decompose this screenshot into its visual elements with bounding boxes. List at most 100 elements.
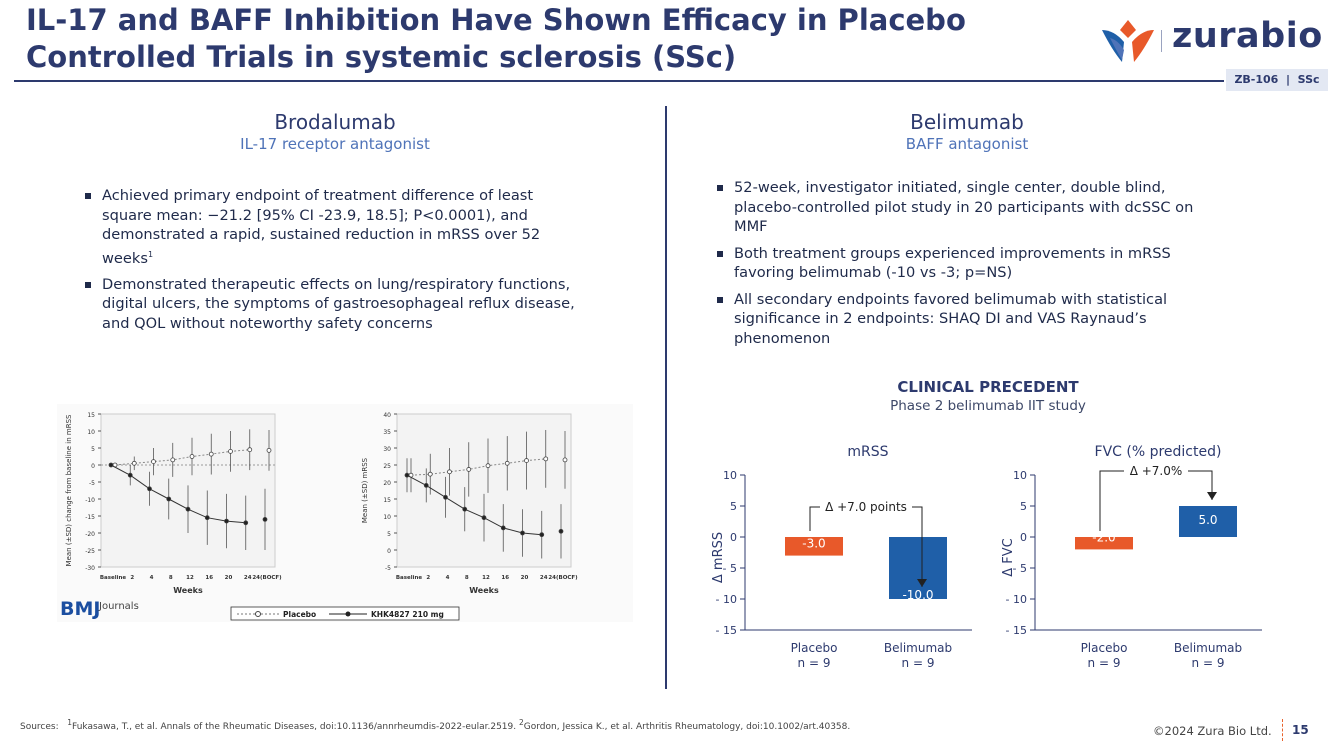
- category-label: Placebo: [791, 641, 838, 655]
- placebo-point: [447, 469, 452, 475]
- drug-point: [127, 472, 133, 478]
- drug-point: [262, 517, 268, 522]
- y-tick-label: 15: [383, 497, 391, 504]
- y-tick-label: -30: [85, 565, 95, 572]
- page-separator: [1282, 719, 1284, 741]
- annotation-arrowhead: [917, 579, 927, 587]
- placebo-point: [247, 447, 253, 453]
- y-tick-label: 5: [91, 446, 95, 453]
- left-drug-moa: IL-17 receptor antagonist: [240, 135, 430, 153]
- placebo-point: [562, 457, 568, 463]
- right-drug-moa: BAFF antagonist: [905, 135, 1029, 153]
- sources-footnote: Sources: 1Fukasawa, T., et al. Annals of…: [20, 718, 851, 732]
- list-item: All secondary endpoints favored belimuma…: [717, 290, 1212, 349]
- placebo-point: [485, 463, 491, 469]
- list-item: Achieved primary endpoint of treatment d…: [85, 186, 575, 268]
- x-tick-label: 8: [465, 575, 469, 581]
- legend-placebo-label: Placebo: [283, 610, 316, 619]
- chart-title: FVC (% predicted): [1095, 444, 1222, 460]
- drug-point: [166, 496, 172, 502]
- y-tick-label: -10: [85, 497, 95, 504]
- y-axis-label: Δ mRSS: [711, 532, 726, 583]
- zurabio-logo-icon: [1102, 20, 1154, 62]
- y-tick-label: - 5: [723, 562, 737, 575]
- logo-wordmark: zurabio: [1172, 16, 1323, 56]
- placebo-point: [151, 459, 156, 464]
- category-n-label: n = 9: [1192, 656, 1225, 670]
- y-tick-label: 10: [1013, 469, 1027, 482]
- x-tick-label: 4: [150, 575, 154, 581]
- placebo-point: [170, 457, 176, 463]
- page-number: 15: [1292, 723, 1309, 737]
- bar: [1075, 537, 1133, 550]
- clinical-precedent-subtitle: Phase 2 belimumab IIT study: [890, 398, 1086, 414]
- x-tick-label: 2: [426, 575, 430, 581]
- x-tick-label: 2: [130, 575, 134, 581]
- y-tick-label: 0: [1020, 531, 1027, 544]
- header-rule: [14, 80, 1224, 82]
- x-tick-label: 12: [482, 575, 490, 581]
- x-tick-label: 24(BOCF): [548, 575, 578, 581]
- drug-point: [443, 494, 448, 500]
- list-item: Demonstrated therapeutic effects on lung…: [85, 275, 575, 334]
- placebo-point: [543, 456, 549, 462]
- bar-value-label: -2.0: [1092, 530, 1115, 544]
- slide-title: IL-17 and BAFF Inhibition Have Shown Eff…: [26, 3, 966, 74]
- x-tick-label: 24: [540, 575, 548, 581]
- category-n-label: n = 9: [798, 656, 831, 670]
- y-tick-label: 35: [383, 429, 391, 436]
- y-axis-label: Mean (±SD) mRSS: [361, 457, 369, 523]
- legend-placebo-marker: [255, 611, 261, 617]
- program-tag: ZB-106 | SSc: [1226, 69, 1328, 91]
- y-tick-label: 40: [383, 412, 391, 419]
- y-tick-label: 5: [1020, 500, 1027, 513]
- y-tick-label: - 5: [1013, 562, 1027, 575]
- left-drug-name: Brodalumab: [274, 110, 396, 134]
- drug-point: [423, 483, 429, 488]
- placebo-point: [504, 460, 510, 466]
- drug-point: [224, 518, 229, 524]
- y-tick-label: - 15: [716, 624, 737, 637]
- placebo-point: [189, 454, 195, 459]
- delta-annotation: Δ +7.0 points: [825, 500, 907, 514]
- bar-value-label: -10.0: [902, 588, 933, 602]
- drug-point: [185, 506, 191, 512]
- x-tick-label: 20: [225, 575, 233, 581]
- clinical-precedent-title: CLINICAL PRECEDENT: [897, 378, 1079, 396]
- drug-point: [520, 530, 525, 536]
- placebo-line: [410, 458, 546, 476]
- y-tick-label: 5: [730, 500, 737, 513]
- drug-point: [204, 515, 210, 521]
- annotation-bracket-left: [809, 506, 820, 531]
- legend-drug-marker: [345, 611, 351, 617]
- category-n-label: n = 9: [902, 656, 935, 670]
- x-tick-label: 24: [244, 575, 252, 581]
- drug-line: [406, 474, 542, 536]
- x-tick-label: Baseline: [396, 575, 423, 581]
- y-tick-label: 10: [87, 429, 95, 436]
- delta-annotation: Δ +7.0%: [1130, 464, 1183, 478]
- list-item: Both treatment groups experienced improv…: [717, 244, 1212, 283]
- x-tick-label: 16: [205, 575, 213, 581]
- drug-point: [147, 486, 152, 492]
- bar: [889, 537, 947, 599]
- y-tick-label: - 10: [1006, 593, 1027, 606]
- bar-value-label: -3.0: [802, 537, 825, 551]
- x-axis-label: Weeks: [469, 586, 499, 595]
- drug-point: [558, 528, 564, 534]
- right-drug-name: Belimumab: [910, 110, 1024, 134]
- list-item: 52-week, investigator initiated, single …: [717, 178, 1212, 237]
- x-tick-label: 16: [501, 575, 509, 581]
- category-label: Placebo: [1081, 641, 1128, 655]
- x-tick-label: 12: [186, 575, 194, 581]
- x-tick-label: 24(BOCF): [252, 575, 282, 581]
- y-tick-label: 10: [723, 469, 737, 482]
- drug-point: [539, 532, 545, 538]
- y-tick-label: -25: [85, 548, 95, 555]
- plot-area: [396, 413, 572, 568]
- y-axis-label: Mean (±SD) change from baseline in mRSS: [65, 414, 73, 566]
- column-divider: [665, 106, 667, 689]
- drug-point: [500, 525, 506, 531]
- drug-point: [462, 506, 468, 512]
